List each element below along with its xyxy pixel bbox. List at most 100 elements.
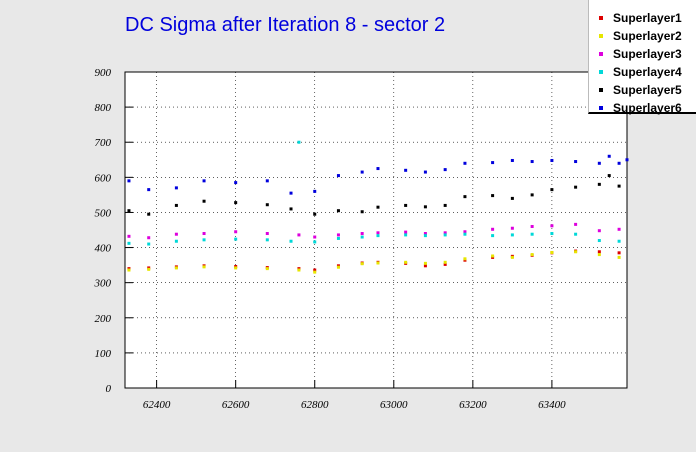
data-point-superlayer6 [404, 168, 408, 172]
legend-item: Superlayer4 [589, 63, 682, 81]
data-point-superlayer6 [597, 161, 601, 165]
x-tick-label: 62800 [301, 399, 329, 411]
data-point-superlayer3 [443, 231, 447, 235]
x-tick-label: 63000 [380, 399, 408, 411]
data-point-superlayer4 [174, 239, 178, 243]
data-point-superlayer6 [202, 179, 206, 183]
data-point-superlayer6 [607, 154, 611, 158]
data-point-superlayer3 [174, 232, 178, 236]
data-point-superlayer6 [625, 158, 629, 162]
data-point-superlayer6 [174, 186, 178, 190]
data-point-superlayer6 [550, 158, 554, 162]
data-point-superlayer6 [265, 179, 269, 183]
data-point-superlayer5 [174, 203, 178, 207]
data-point-superlayer2 [550, 250, 554, 254]
data-point-superlayer4 [574, 232, 578, 236]
data-point-superlayer2 [265, 267, 269, 271]
data-point-superlayer2 [510, 255, 514, 259]
data-point-superlayer5 [617, 184, 621, 188]
legend-item: Superlayer5 [589, 81, 682, 99]
legend: Superlayer1 Superlayer2 Superlayer3 Superla… [588, 0, 696, 117]
data-point-superlayer6 [376, 167, 380, 171]
y-tick-label: 700 [95, 137, 112, 149]
data-point-superlayer5 [360, 210, 364, 214]
data-point-superlayer5 [491, 194, 495, 198]
data-point-superlayer2 [423, 261, 427, 265]
data-point-superlayer2 [530, 253, 534, 257]
legend-item: Superlayer3 [589, 45, 682, 63]
data-point-superlayer3 [265, 232, 269, 236]
legend-item: Superlayer6 [589, 99, 682, 117]
data-point-superlayer2 [174, 266, 178, 270]
data-point-superlayer2 [297, 268, 301, 272]
legend-marker [599, 16, 603, 20]
data-point-superlayer3 [376, 231, 380, 235]
data-point-superlayer3 [574, 222, 578, 226]
data-point-superlayer5 [234, 201, 238, 205]
data-point-superlayer3 [530, 224, 534, 228]
y-tick-label: 200 [95, 313, 112, 325]
grid-lines [125, 72, 627, 388]
data-point-superlayer4 [597, 239, 601, 243]
data-point-superlayer4 [463, 232, 467, 236]
y-tick-label: 100 [95, 348, 112, 360]
legend-item: Superlayer2 [589, 27, 682, 45]
data-point-superlayer2 [127, 268, 131, 272]
data-point-superlayer6 [360, 170, 364, 174]
data-point-superlayer4 [147, 242, 151, 246]
legend-label: Superlayer6 [613, 101, 682, 115]
data-point-superlayer5 [443, 203, 447, 207]
plot-area [124, 71, 628, 389]
data-point-superlayer2 [491, 254, 495, 258]
data-point-superlayer6 [127, 179, 131, 183]
data-point-superlayer3 [127, 234, 131, 238]
data-point-superlayer6 [510, 158, 514, 162]
legend-label: Superlayer5 [613, 83, 682, 97]
legend-marker [599, 70, 603, 74]
data-point-superlayer2 [234, 266, 238, 270]
data-point-superlayer6 [147, 188, 151, 192]
data-point-superlayer3 [510, 226, 514, 230]
data-point-superlayer2 [574, 250, 578, 254]
data-point-superlayer2 [336, 265, 340, 269]
data-point-superlayer4 [336, 236, 340, 240]
data-point-superlayer2 [617, 255, 621, 259]
data-point-superlayer3 [404, 230, 408, 234]
x-tick-label: 63200 [459, 399, 487, 411]
data-point-superlayer5 [147, 212, 151, 216]
legend-item: Superlayer1 [589, 9, 682, 27]
y-tick-label: 0 [106, 383, 112, 395]
legend-marker [599, 106, 603, 110]
data-point-superlayer3 [463, 230, 467, 234]
data-point-superlayer4 [530, 232, 534, 236]
data-point-superlayer3 [597, 229, 601, 233]
data-point-superlayer5 [574, 185, 578, 189]
data-point-superlayer4 [234, 237, 238, 241]
y-tick-label: 900 [95, 67, 112, 79]
legend-marker [599, 88, 603, 92]
data-point-superlayer4 [491, 234, 495, 238]
data-point-superlayer4 [127, 241, 131, 245]
data-point-superlayer3 [202, 232, 206, 236]
data-point-superlayer3 [313, 235, 317, 239]
data-point-superlayer1 [617, 251, 621, 255]
data-point-superlayer2 [313, 270, 317, 274]
data-point-superlayer6 [463, 161, 467, 165]
data-point-superlayer4 [617, 239, 621, 243]
data-point-superlayer5 [597, 182, 601, 186]
x-tick-label: 62400 [143, 399, 171, 411]
data-point-superlayer2 [202, 265, 206, 269]
data-point-superlayer5 [265, 203, 269, 207]
data-point-superlayer2 [597, 253, 601, 257]
data-point-superlayer5 [510, 196, 514, 200]
data-point-superlayer6 [234, 181, 238, 185]
x-tick-label: 63400 [538, 399, 566, 411]
data-point-superlayer4 [550, 232, 554, 236]
data-point-superlayer5 [463, 195, 467, 199]
data-point-superlayer2 [404, 260, 408, 264]
data-point-superlayer4 [265, 238, 269, 242]
data-point-superlayer4 [510, 233, 514, 237]
data-point-superlayer3 [550, 224, 554, 228]
data-point-superlayer2 [376, 261, 380, 265]
data-point-superlayer4 [443, 233, 447, 237]
